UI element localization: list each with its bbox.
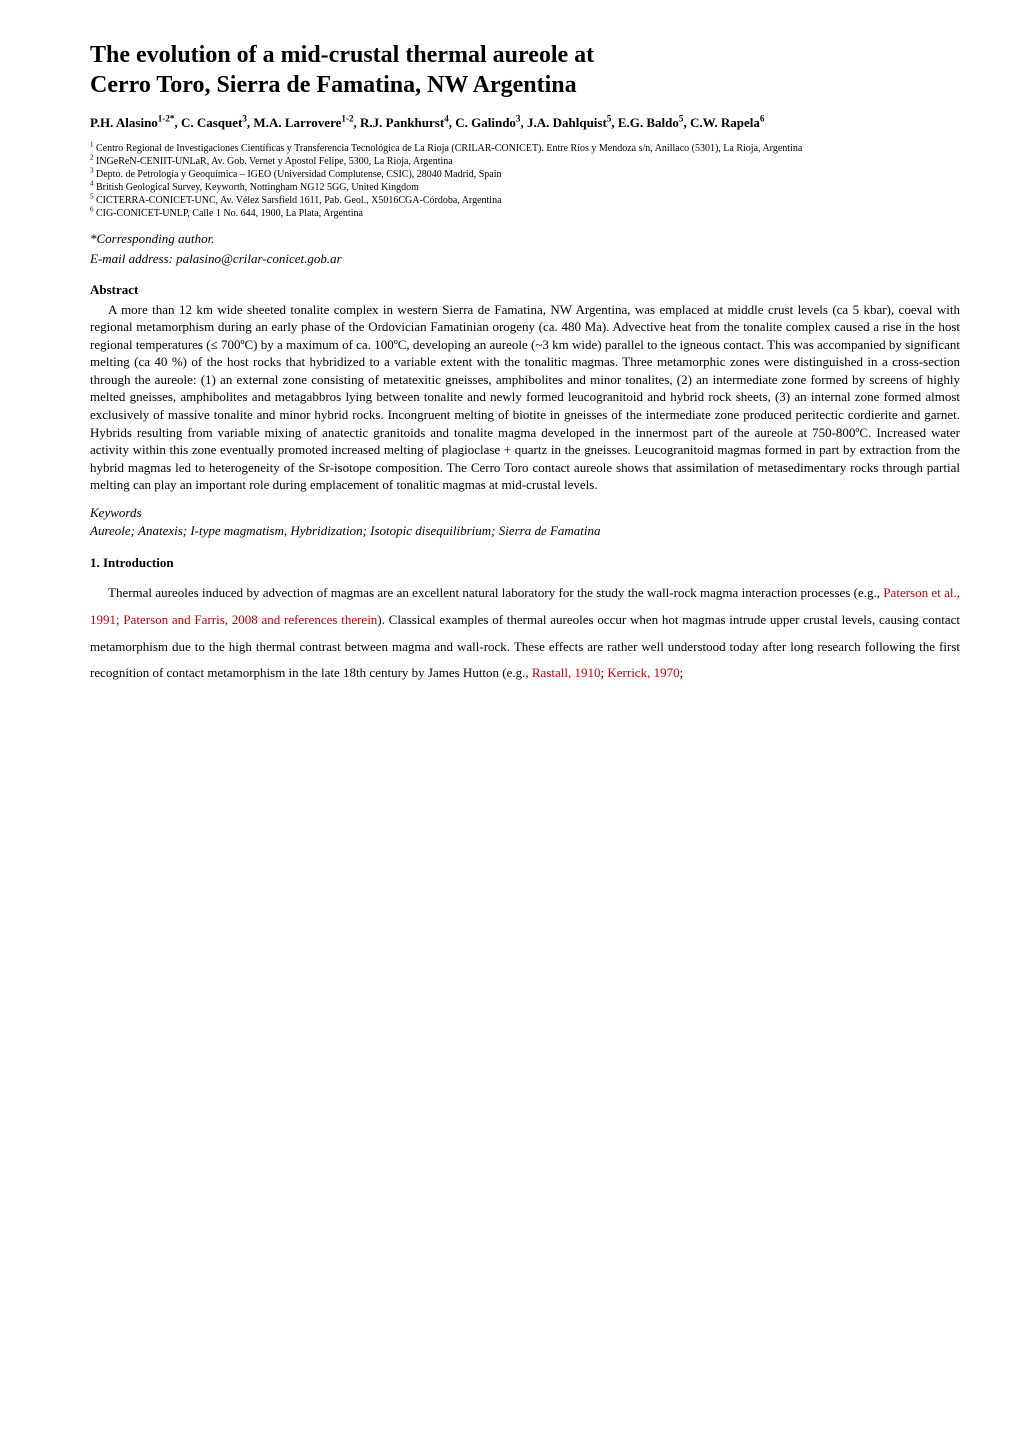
- corresponding-author: *Corresponding author.: [90, 230, 960, 248]
- title-line-2: Cerro Toro, Sierra de Famatina, NW Argen…: [90, 72, 577, 98]
- affiliation-3: 3 Depto. de Petrología y Geoquímica – IG…: [90, 168, 960, 181]
- keywords-label: Keywords: [90, 504, 960, 522]
- affiliations-block: 1 Centro Regional de Investigaciones Cie…: [90, 142, 960, 220]
- intro-text-3: ;: [680, 665, 684, 680]
- corresponding-email: E-mail address: palasino@crilar-conicet.…: [90, 250, 960, 268]
- introduction-heading: 1. Introduction: [90, 554, 960, 572]
- affiliation-2: 2 INGeReN-CENIIT-UNLaR, Av. Gob. Vernet …: [90, 155, 960, 168]
- citation-kerrick: Kerrick, 1970: [607, 665, 679, 680]
- title-line-1: The evolution of a mid-crustal thermal a…: [90, 42, 594, 68]
- affiliation-1: 1 Centro Regional de Investigaciones Cie…: [90, 142, 960, 155]
- keywords-body: Aureole; Anatexis; I-type magmatism, Hyb…: [90, 522, 960, 540]
- intro-text-1: Thermal aureoles induced by advection of…: [108, 585, 883, 600]
- introduction-body: Thermal aureoles induced by advection of…: [90, 580, 960, 687]
- abstract-body: A more than 12 km wide sheeted tonalite …: [90, 301, 960, 494]
- affiliation-4: 4 British Geological Survey, Keyworth, N…: [90, 181, 960, 194]
- abstract-text: A more than 12 km wide sheeted tonalite …: [90, 302, 960, 492]
- affiliation-5: 5 CICTERRA-CONICET-UNC, Av. Vélez Sarsfi…: [90, 194, 960, 207]
- paper-title: The evolution of a mid-crustal thermal a…: [90, 40, 960, 100]
- author-list: P.H. Alasino1-2*, C. Casquet3, M.A. Larr…: [90, 114, 960, 132]
- abstract-heading: Abstract: [90, 281, 960, 299]
- affiliation-6: 6 CIG-CONICET-UNLP, Calle 1 No. 644, 190…: [90, 207, 960, 220]
- citation-rastall: Rastall, 1910: [532, 665, 601, 680]
